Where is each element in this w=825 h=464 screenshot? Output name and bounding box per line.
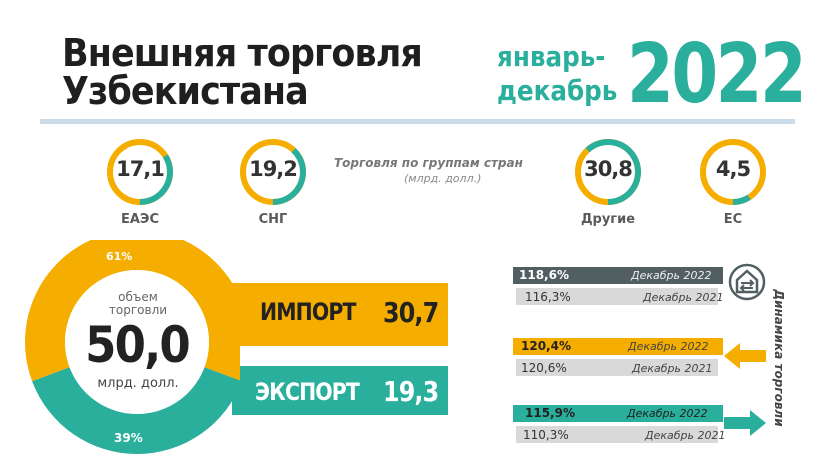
group-ring-share-0 xyxy=(139,154,173,205)
ring-value-other: 30,8 xyxy=(584,157,633,181)
dyn-row2-prev-label: Декабрь 2021 xyxy=(632,362,713,375)
group-label-eu: ЕС xyxy=(723,212,743,227)
dyn-row1-prev-label: Декабрь 2021 xyxy=(643,291,724,304)
group-ring-share-2 xyxy=(585,139,641,205)
groups-unit: (млрд. долл.) xyxy=(404,172,482,185)
dyn-row3-prev-pct: 110,3% xyxy=(523,428,569,442)
dyn-row3-cur-label: Декабрь 2022 xyxy=(627,407,708,420)
dyn-row2-cur-pct: 120,4% xyxy=(521,339,571,353)
export-percent-label: 39% xyxy=(114,431,143,445)
dyn-row2-cur-label: Декабрь 2022 xyxy=(628,340,709,353)
ring-value-sng: 19,2 xyxy=(249,157,298,181)
period-line-1: январь- xyxy=(497,40,606,73)
dyn-row1-prev-bar xyxy=(516,288,718,305)
donut-slice-export xyxy=(32,367,240,454)
dyn-row3-prev-label: Декабрь 2021 xyxy=(645,429,726,442)
period: январь- декабрь xyxy=(497,40,617,108)
donut-unit: млрд. долл. xyxy=(97,376,179,391)
donut-caption-2: торговли xyxy=(108,303,168,317)
import-label: ИМПОРТ xyxy=(260,298,356,326)
dyn-row3-cur-pct: 115,9% xyxy=(525,406,575,420)
dynamics-side-label: Динамика торговли xyxy=(772,288,786,427)
import-bar xyxy=(232,283,448,346)
dyn-row1-prev-pct: 116,3% xyxy=(525,290,571,304)
period-line-2: декабрь xyxy=(497,74,618,107)
ring-value-eaes: 17,1 xyxy=(116,157,165,181)
ring-value-eu: 4,5 xyxy=(715,157,751,181)
group-label-eaes: ЕАЭС xyxy=(120,212,160,227)
title-line-1: Внешняя торговля xyxy=(62,31,423,75)
group-ring-share-3 xyxy=(732,194,751,205)
dyn-row2-cur-bar xyxy=(513,338,723,355)
group-label-sng: СНГ xyxy=(258,212,288,227)
import-value: 30,7 xyxy=(383,296,439,329)
group-label-other: Другие xyxy=(580,212,636,227)
donut-total: 50,0 xyxy=(85,316,191,374)
dyn-row3-cur-bar xyxy=(513,405,723,422)
exchange-icon xyxy=(728,263,766,301)
donut-caption-1: объем xyxy=(118,290,158,304)
page-title: Внешняя торговля Узбекистана xyxy=(62,31,423,113)
title-line-2: Узбекистана xyxy=(62,69,309,113)
arrow-right-icon xyxy=(724,410,766,436)
header-divider xyxy=(40,119,795,124)
export-value: 19,3 xyxy=(383,375,439,408)
trade-donut xyxy=(25,240,240,454)
group-rings xyxy=(107,139,766,205)
year: 2022 xyxy=(627,27,807,122)
dyn-row1-cur-label: Декабрь 2022 xyxy=(631,269,712,282)
export-bar xyxy=(232,366,448,415)
export-label: ЭКСПОРТ xyxy=(255,378,360,406)
groups-title: Торговля по группам стран xyxy=(334,156,523,170)
donut-slice-import xyxy=(25,240,240,382)
arrow-left-icon xyxy=(724,343,766,369)
group-ring-share-1 xyxy=(272,147,306,205)
dyn-row1-cur-bar xyxy=(513,267,723,284)
dyn-row3-prev-bar xyxy=(516,426,718,443)
dyn-row2-prev-pct: 120,6% xyxy=(521,361,567,375)
donut-hole xyxy=(65,270,209,414)
import-percent-label: 61% xyxy=(106,250,133,263)
dyn-row2-prev-bar xyxy=(516,359,718,376)
dyn-row1-cur-pct: 118,6% xyxy=(519,268,569,282)
svg-text:Динамика торговли: Динамика торговли xyxy=(772,288,786,427)
